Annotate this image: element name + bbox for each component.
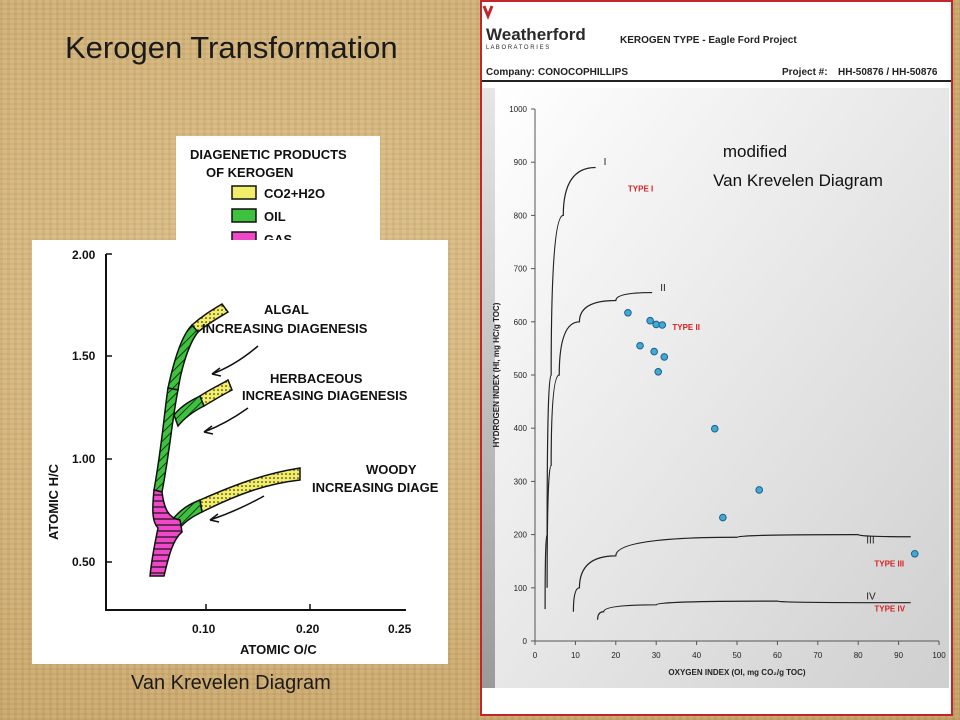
report-title: KEROGEN TYPE - Eagle Ford Project	[620, 35, 797, 46]
logo-mark-icon	[482, 5, 494, 21]
x-tick-010: 0.10	[192, 622, 216, 636]
type-curve-label: TYPE II	[672, 323, 700, 332]
y-tick-label: 300	[514, 477, 528, 486]
data-point	[755, 486, 764, 494]
kerogen-report: Weatherford L A B O R A T O R I E S KERO…	[482, 5, 951, 688]
y-tick-label: 600	[514, 318, 528, 327]
kerogen-chart: 0 100 200 300 400 500 600 700 800 900 1000 0 10 20 30 4…	[492, 105, 946, 677]
type-curve-label: TYPE IV	[874, 605, 905, 614]
y-tick-100: 1.00	[72, 452, 96, 466]
plot-left-strip	[482, 88, 495, 688]
data-point	[636, 341, 644, 350]
x-tick-020: 0.20	[296, 622, 320, 636]
left-caption: Van Krevelen Diagram	[131, 672, 331, 694]
axes-lines	[105, 254, 406, 611]
project-label: Project #:	[782, 67, 828, 78]
data-point	[624, 308, 632, 317]
data-point	[710, 424, 719, 433]
data-point	[910, 549, 919, 558]
legend-title-2: OF KEROGEN	[206, 165, 293, 180]
type-curve-line	[572, 533, 911, 612]
herbaceous-sub-label: INCREASING DIAGENESIS	[242, 388, 408, 403]
kerogen-report-panel: Weatherford L A B O R A T O R I E S KERO…	[480, 0, 953, 716]
y-tick-label: 700	[514, 265, 528, 274]
legend-label-oil: OIL	[264, 209, 286, 224]
logo-text: Weatherford	[486, 25, 586, 44]
x-tick-label: 70	[813, 651, 822, 660]
x-axis-label: ATOMIC O/C	[240, 642, 317, 657]
type-curve-line	[546, 291, 653, 588]
x-axis-label: OXYGEN INDEX (OI, mg CO₂/g TOC)	[668, 668, 806, 677]
project-value: HH-50876 / HH-50876	[838, 67, 938, 78]
type-curve-line	[597, 600, 911, 620]
plot-background	[495, 88, 949, 688]
y-axis-label: HYDROGEN INDEX (HI, mg HC/g TOC)	[492, 302, 501, 447]
data-point	[719, 513, 727, 522]
y-tick-150: 1.50	[72, 349, 96, 363]
x-tick-label: 60	[773, 651, 782, 660]
woody-path	[171, 467, 301, 532]
x-tick-label: 90	[894, 651, 903, 660]
type-curve-label: TYPE I	[628, 184, 653, 193]
van-krevelen-panel: 2.00 1.50 1.00 0.50 0.10 0.20 0.25 ATOMI…	[32, 240, 448, 664]
company-value: CONOCOPHILLIPS	[538, 67, 628, 78]
data-point	[654, 368, 663, 376]
y-tick-label: 500	[514, 371, 528, 380]
x-tick-label: 10	[571, 651, 580, 660]
data-point	[658, 321, 667, 329]
herbaceous-label: HERBACEOUS	[270, 371, 363, 386]
data-point	[660, 353, 669, 361]
x-tick-label: 30	[652, 651, 661, 660]
y-axis-label: ATOMIC H/C	[46, 463, 61, 540]
type-curve-roman-label: I	[604, 157, 607, 168]
y-tick-label: 400	[514, 424, 528, 433]
x-tick-label: 0	[533, 651, 538, 660]
x-tick-label: 50	[733, 651, 742, 660]
y-tick-label: 100	[514, 584, 528, 593]
x-tick-label: 100	[932, 651, 946, 660]
y-tick-label: 200	[514, 531, 528, 540]
y-tick-200: 2.00	[72, 248, 96, 262]
annotation-line-1: modified	[723, 142, 787, 161]
co2-swatch	[231, 185, 257, 200]
logo-subtext: L A B O R A T O R I E S	[486, 45, 549, 51]
x-tick-025: 0.25	[388, 622, 412, 636]
y-tick-label: 800	[514, 211, 528, 220]
gas-zone	[149, 489, 183, 577]
x-tick-label: 40	[692, 651, 701, 660]
y-tick-label: 1000	[509, 105, 527, 114]
y-tick-label: 900	[514, 158, 528, 167]
annotation-line-2: Van Krevelen Diagram	[713, 171, 883, 190]
type-curve-roman-label: II	[660, 283, 666, 294]
x-tick-label: 80	[854, 651, 863, 660]
woody-label: WOODY	[366, 462, 417, 477]
algal-path	[167, 303, 230, 391]
type-curve-roman-label: IV	[866, 592, 876, 603]
legend-item-co2: CO2+H2O	[231, 185, 325, 201]
company-label: Company:	[486, 67, 535, 78]
herbaceous-path	[153, 378, 233, 493]
x-tick-label: 20	[611, 651, 620, 660]
legend-graphic: DIAGENETIC PRODUCTS OF KEROGEN CO2+H2O O…	[190, 147, 347, 247]
type-curve-roman-label: III	[866, 536, 874, 547]
legend-title-1: DIAGENETIC PRODUCTS	[190, 147, 347, 162]
slide-title: Kerogen Transformation	[65, 30, 398, 65]
van-krevelen-diagram: 2.00 1.50 1.00 0.50 0.10 0.20 0.25 ATOMI…	[46, 248, 439, 657]
legend-item-oil: OIL	[231, 208, 286, 224]
type-curve-line	[544, 166, 596, 610]
data-point	[646, 316, 654, 325]
data-point	[650, 347, 658, 356]
legend-card: DIAGENETIC PRODUCTS OF KEROGEN CO2+H2O O…	[176, 136, 380, 252]
oil-swatch	[231, 208, 257, 223]
weatherford-logo: Weatherford L A B O R A T O R I E S	[482, 5, 586, 51]
algal-sub-label: INCREASING DIAGENESIS	[202, 321, 368, 336]
type-curve-label: TYPE III	[874, 560, 904, 569]
woody-sub-label: INCREASING DIAGE	[312, 480, 439, 495]
y-tick-050: 0.50	[72, 555, 96, 569]
legend-label-co2: CO2+H2O	[264, 186, 325, 201]
y-tick-label: 0	[523, 637, 528, 646]
algal-label: ALGAL	[264, 302, 309, 317]
